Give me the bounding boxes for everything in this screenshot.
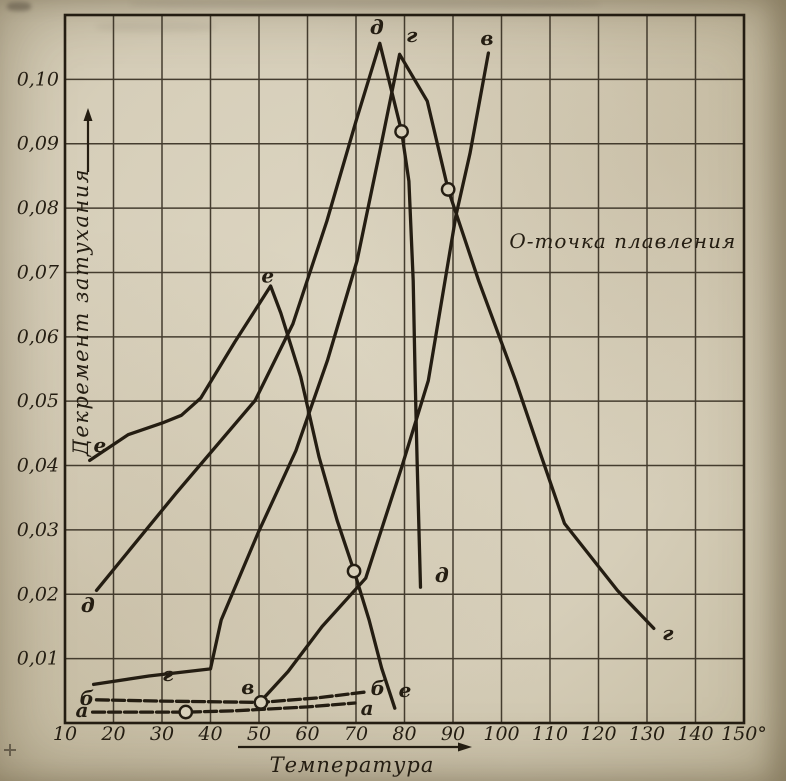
melting-point-marker xyxy=(394,124,409,139)
melting-point-legend: О-точка плавления xyxy=(509,229,736,253)
curve-label-d: д xyxy=(370,15,384,39)
curves xyxy=(88,41,656,714)
curve-label-g: г xyxy=(406,23,418,47)
x-tick-label: 140 xyxy=(677,723,713,745)
x-tick-label: 20 xyxy=(100,723,125,745)
y-tick-label: 0,10 xyxy=(17,68,59,90)
curve-label-e: е xyxy=(94,433,107,457)
melting-point-marker xyxy=(253,695,269,710)
y-axis-tick-labels: 0,01 0,02 0,03 0,04 0,05 0,06 0,07 0,08 0,09 0,10 xyxy=(17,68,60,669)
x-tick-label: 60 xyxy=(295,723,319,745)
curve-label-e: е xyxy=(261,264,274,288)
y-tick-label: 0,09 xyxy=(17,133,59,155)
y-tick-label: 0,07 xyxy=(17,261,60,283)
curve-label-g: г xyxy=(662,621,674,645)
y-axis-title: Декремент затухания xyxy=(69,168,93,457)
x-axis-arrow-icon xyxy=(238,742,472,752)
plot-border xyxy=(63,13,746,725)
y-tick-label: 0,04 xyxy=(17,455,59,477)
curve-label-e: е xyxy=(399,678,412,702)
y-tick-label: 0,03 xyxy=(17,519,59,541)
curve-v xyxy=(259,51,491,703)
melting-point-markers xyxy=(178,124,456,720)
scan-artifact xyxy=(4,744,16,756)
x-tick-label: 110 xyxy=(532,723,568,745)
x-tick-label: 80 xyxy=(392,723,416,745)
x-axis-tick-labels: 10 20 30 40 50 60 70 80 90 100 110 120 130 140 150° xyxy=(53,723,767,745)
curve-label-d: д xyxy=(81,593,95,617)
y-tick-label: 0,01 xyxy=(17,648,59,670)
x-tick-label: 130 xyxy=(629,723,665,745)
curve-a xyxy=(90,701,357,714)
x-tick-label: 50 xyxy=(247,723,271,745)
x-tick-label: 40 xyxy=(197,723,222,745)
melting-point-marker xyxy=(440,182,456,197)
curve-label-v: в xyxy=(241,675,254,699)
curve-label-a: а xyxy=(361,696,374,720)
x-tick-label: 100 xyxy=(483,723,519,745)
x-tick-label: 120 xyxy=(580,723,616,745)
curve-label-b: б xyxy=(80,686,94,710)
curve-b xyxy=(94,690,367,705)
curve-label-v: в xyxy=(480,26,493,50)
y-tick-label: 0,05 xyxy=(17,390,59,412)
x-tick-label: 90 xyxy=(441,723,465,745)
melting-point-marker xyxy=(346,563,362,579)
y-tick-label: 0,06 xyxy=(17,326,59,348)
grid xyxy=(64,15,745,723)
y-tick-label: 0,08 xyxy=(17,197,59,219)
melting-point-marker xyxy=(178,704,194,720)
curve-d xyxy=(94,41,423,593)
x-axis-title: Температура xyxy=(270,753,435,777)
curve-label-d: д xyxy=(435,563,449,587)
y-axis-arrow-icon xyxy=(83,108,93,172)
x-tick-label: 30 xyxy=(150,723,174,745)
x-tick-label: 70 xyxy=(344,723,368,745)
curve-e xyxy=(88,284,397,710)
scan-artifact xyxy=(130,0,600,8)
scan-artifact xyxy=(96,22,216,32)
y-tick-label: 0,02 xyxy=(17,583,59,605)
curve-label-a: а xyxy=(75,698,88,722)
x-tick-label: 10 xyxy=(53,723,77,745)
curve-label-b: б xyxy=(371,676,385,700)
x-tick-label: 150° xyxy=(721,723,767,745)
scan-artifact xyxy=(7,2,31,11)
curve-label-g: г xyxy=(162,662,174,686)
curve-g xyxy=(91,52,656,687)
